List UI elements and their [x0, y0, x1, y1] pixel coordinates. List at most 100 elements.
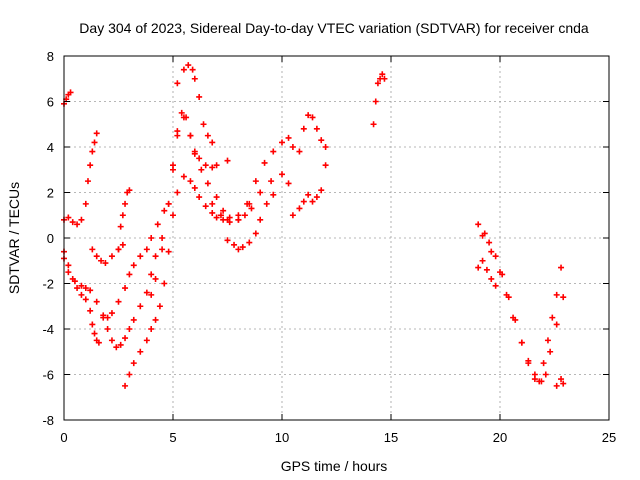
grid [64, 56, 609, 420]
data-point [279, 171, 285, 178]
y-axis-label: SDTVAR / TECUs [6, 182, 22, 294]
data-point [486, 239, 493, 246]
data-point [185, 62, 192, 69]
data-point [224, 216, 231, 223]
data-point [170, 212, 176, 219]
data-point [78, 216, 85, 223]
data-point [93, 130, 100, 137]
data-point [130, 360, 137, 367]
data-point [74, 285, 81, 292]
data-point [224, 237, 231, 244]
data-point [126, 371, 133, 378]
x-axis-label: GPS time / hours [281, 458, 388, 474]
data-point [93, 298, 100, 305]
data-point [122, 200, 129, 207]
data-point [87, 162, 94, 169]
data-point [488, 248, 495, 255]
data-point [309, 114, 316, 121]
data-point [148, 326, 155, 332]
data-point [82, 285, 89, 292]
data-point [553, 321, 560, 328]
data-point [209, 200, 216, 207]
data-point [165, 248, 172, 255]
data-point [209, 139, 216, 146]
data-point [187, 178, 194, 185]
data-point [285, 134, 292, 141]
data-point [196, 194, 203, 201]
data-point [189, 66, 196, 73]
x-tick-label: 20 [493, 430, 507, 445]
data-point [196, 93, 203, 100]
series-track-k [209, 171, 292, 223]
data-point [117, 223, 124, 230]
data-point [104, 326, 111, 332]
data-point [475, 264, 482, 271]
data-point [148, 235, 155, 241]
series-track-q [479, 232, 567, 385]
data-point [322, 144, 329, 150]
series-track-e [89, 241, 126, 267]
data-point [137, 253, 144, 260]
data-point [540, 360, 547, 367]
data-point [518, 339, 525, 346]
data-point [248, 205, 255, 212]
data-point [270, 148, 277, 155]
data-point [289, 212, 296, 219]
data-point [187, 132, 194, 139]
data-point [370, 121, 377, 128]
data-point [318, 137, 325, 144]
y-tick-label: 4 [47, 140, 54, 155]
data-point [143, 289, 150, 296]
data-point [213, 162, 220, 169]
data-point [492, 253, 499, 260]
data-point [126, 187, 133, 194]
series-track-j [174, 62, 216, 146]
data-point [91, 330, 98, 337]
data-point [483, 266, 490, 273]
data-point [130, 316, 137, 323]
data-point [74, 221, 81, 228]
x-tick-label: 15 [384, 430, 398, 445]
data-point [93, 253, 100, 260]
data-point [115, 246, 122, 253]
data-point [558, 264, 565, 271]
data-point [65, 214, 72, 221]
data-point [553, 291, 560, 298]
series-track-r [475, 257, 499, 289]
data-point [119, 241, 126, 248]
data-point [78, 291, 85, 298]
data-point [505, 294, 512, 301]
data-point [137, 348, 144, 355]
data-point [381, 75, 388, 82]
data-point [82, 296, 89, 303]
data-point [100, 314, 107, 321]
data-point [252, 178, 259, 185]
data-point [488, 275, 495, 282]
data-point [261, 159, 268, 166]
data-point [379, 71, 386, 78]
data-point [156, 303, 163, 310]
data-point [512, 316, 519, 323]
data-point [191, 184, 198, 191]
data-point [322, 162, 329, 169]
data-point [525, 357, 532, 364]
data-point [224, 157, 231, 164]
data-point [69, 219, 76, 226]
data-point [374, 80, 381, 87]
data-point [174, 189, 181, 196]
data-point [178, 109, 185, 116]
data-point [122, 285, 129, 292]
data-point [305, 191, 312, 198]
x-tick-label: 5 [169, 430, 176, 445]
data-point [300, 125, 307, 132]
data-point [119, 212, 126, 219]
data-point [560, 380, 567, 387]
data-point [309, 198, 316, 205]
y-tick-label: -2 [42, 277, 54, 292]
series-track-d [61, 207, 168, 321]
data-point [318, 187, 325, 194]
data-point [209, 164, 216, 171]
data-point [549, 314, 556, 321]
